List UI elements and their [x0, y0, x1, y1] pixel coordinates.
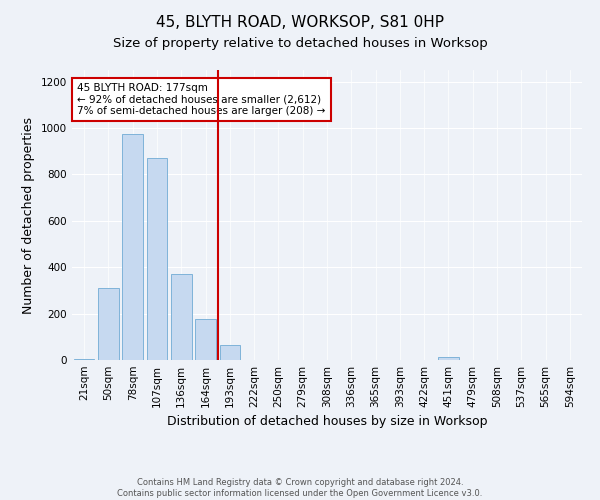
Text: Size of property relative to detached houses in Worksop: Size of property relative to detached ho… [113, 38, 487, 51]
Y-axis label: Number of detached properties: Number of detached properties [22, 116, 35, 314]
X-axis label: Distribution of detached houses by size in Worksop: Distribution of detached houses by size … [167, 416, 487, 428]
Bar [220, 345, 240, 360]
Bar [146, 158, 167, 360]
Bar [195, 320, 216, 360]
Bar [438, 356, 459, 360]
Bar [171, 274, 191, 360]
Bar [98, 288, 119, 360]
Text: 45, BLYTH ROAD, WORKSOP, S81 0HP: 45, BLYTH ROAD, WORKSOP, S81 0HP [156, 15, 444, 30]
Text: Contains HM Land Registry data © Crown copyright and database right 2024.
Contai: Contains HM Land Registry data © Crown c… [118, 478, 482, 498]
Bar [74, 359, 94, 360]
Bar [122, 134, 143, 360]
Text: 45 BLYTH ROAD: 177sqm
← 92% of detached houses are smaller (2,612)
7% of semi-de: 45 BLYTH ROAD: 177sqm ← 92% of detached … [77, 83, 325, 116]
